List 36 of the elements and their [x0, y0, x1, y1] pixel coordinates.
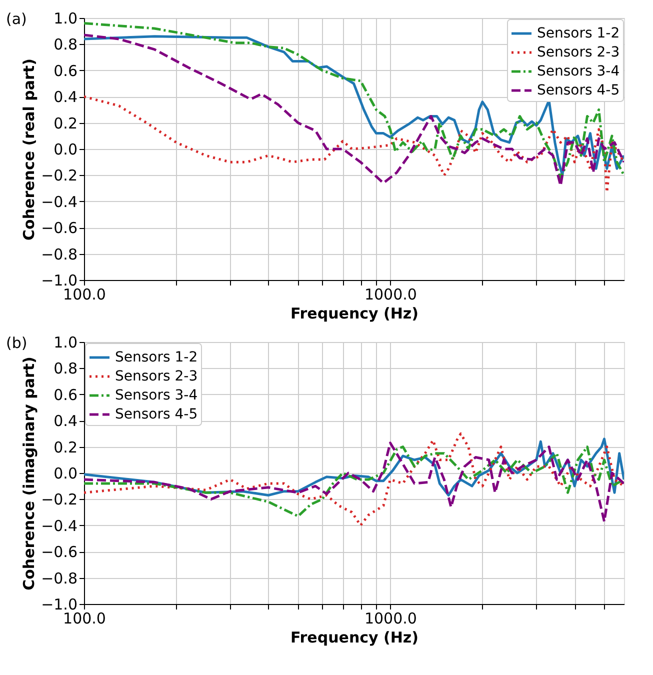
- x-tick-label: 1000.0: [364, 610, 417, 628]
- legend-label: Sensors 1-2: [537, 26, 620, 42]
- y-tick-label: 0.2: [54, 114, 78, 132]
- y-tick-label: 1.0: [54, 10, 78, 28]
- y-tick-label: −0.2: [41, 166, 78, 185]
- y-tick-label: −0.6: [41, 219, 78, 238]
- y-tick-label: 0.2: [54, 438, 78, 456]
- y-tick-label: 0.8: [54, 360, 78, 378]
- legend-label: Sensors 3-4: [115, 388, 198, 404]
- x-axis-title: Frequency (Hz): [290, 628, 419, 646]
- legend-label: Sensors 3-4: [537, 64, 620, 80]
- y-tick-label: −0.4: [41, 192, 78, 211]
- y-tick-label: 1.0: [54, 334, 78, 352]
- legend-label: Sensors 2-3: [537, 44, 620, 60]
- y-tick-label: 0.8: [54, 36, 78, 54]
- legend-label: Sensors 2-3: [115, 368, 198, 384]
- y-axis-title: Coherence (real part): [20, 58, 38, 240]
- y-tick-label: −0.8: [41, 569, 78, 588]
- y-tick-label: −0.2: [41, 490, 78, 509]
- x-tick-label: 1000.0: [364, 286, 417, 304]
- y-tick-label: 0.4: [54, 88, 78, 106]
- y-tick-label: 0.0: [54, 140, 78, 158]
- y-axis-title: Coherence (imaginary part): [20, 356, 38, 590]
- x-axis-title: Frequency (Hz): [290, 304, 419, 322]
- y-tick-label: 0.0: [54, 464, 78, 482]
- y-tick-label: 0.6: [54, 62, 78, 80]
- legend-label: Sensors 1-2: [115, 350, 198, 366]
- y-tick-label: 0.4: [54, 412, 78, 430]
- text: (b): [6, 334, 28, 352]
- legend-label: Sensors 4-5: [115, 406, 198, 422]
- legend-label: Sensors 4-5: [537, 82, 620, 98]
- y-tick-label: −0.8: [41, 245, 78, 264]
- y-tick-label: 0.6: [54, 386, 78, 404]
- y-tick-label: −0.6: [41, 543, 78, 562]
- text: (a): [6, 10, 27, 28]
- y-tick-label: −0.4: [41, 516, 78, 535]
